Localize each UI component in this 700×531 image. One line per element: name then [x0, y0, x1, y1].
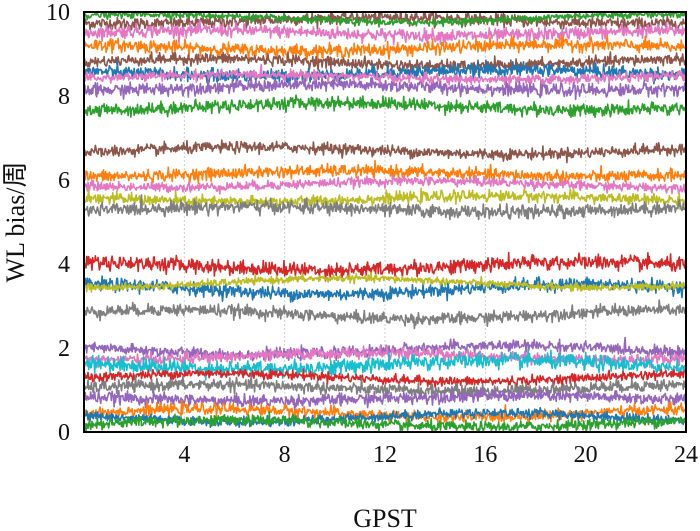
series-line — [83, 368, 687, 389]
y-tick-label: 8 — [58, 84, 70, 110]
y-tick-label: 2 — [58, 336, 70, 362]
y-tick-label: 4 — [58, 252, 70, 278]
series-line — [83, 73, 687, 101]
series-line — [83, 275, 687, 303]
y-axis-ticks: 0 2 4 6 8 10 — [46, 0, 70, 446]
series-line — [83, 385, 687, 412]
x-tick-label: 16 — [473, 442, 497, 468]
x-axis-ticks: 4 8 12 16 20 24 — [178, 442, 698, 468]
x-tick-label: 24 — [674, 442, 698, 468]
series-line — [83, 159, 687, 185]
series-line — [83, 12, 687, 33]
y-tick-label: 10 — [46, 0, 70, 26]
series-lines — [83, 12, 687, 433]
x-tick-label: 4 — [178, 442, 190, 468]
series-line — [83, 271, 687, 293]
x-tick-label: 20 — [574, 442, 598, 468]
series-line — [83, 194, 687, 221]
series-line — [83, 63, 687, 86]
series-line — [83, 174, 687, 195]
series-line — [83, 139, 687, 164]
series-line — [83, 51, 687, 74]
x-tick-label: 8 — [279, 442, 291, 468]
x-tick-label: 12 — [373, 442, 397, 468]
series-line — [83, 187, 687, 210]
y-axis-title: WL bias/周 — [1, 161, 30, 282]
series-line — [83, 12, 687, 29]
series-line — [83, 299, 687, 330]
series-line — [83, 411, 687, 433]
x-axis-title: GPST — [353, 504, 417, 531]
series-line — [83, 251, 687, 282]
series-line — [83, 94, 687, 119]
series-line — [83, 406, 687, 429]
y-tick-label: 6 — [58, 168, 70, 194]
plot-frame — [83, 11, 687, 433]
y-tick-label: 0 — [58, 420, 70, 446]
series-line — [83, 374, 687, 399]
series-line — [83, 19, 687, 46]
series-line — [83, 34, 687, 64]
